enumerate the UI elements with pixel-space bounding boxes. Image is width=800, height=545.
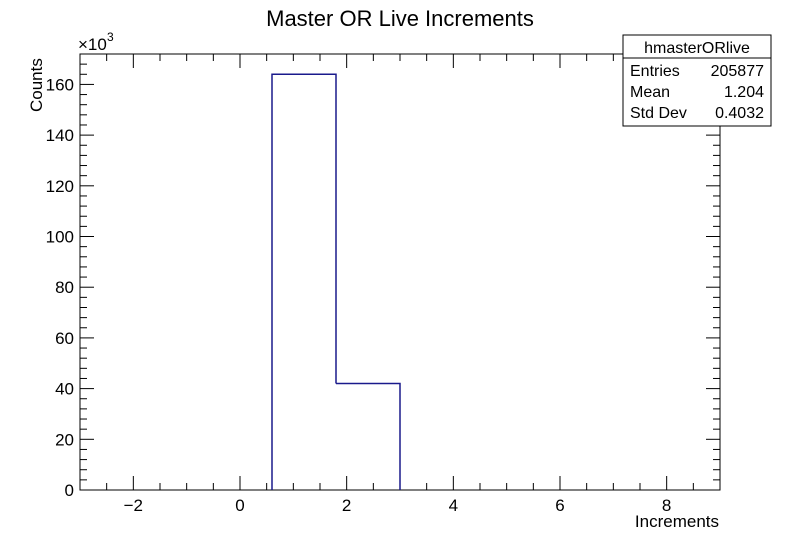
y-tick-label: 40 — [55, 380, 74, 399]
y-multiplier-exponent: 3 — [107, 30, 114, 44]
y-tick-label: 80 — [55, 278, 74, 297]
y-tick-label: 120 — [46, 177, 74, 196]
x-tick-label: 2 — [342, 496, 351, 515]
stats-label-stddev: Std Dev — [630, 105, 687, 122]
x-tick-label: −2 — [124, 496, 143, 515]
y-tick-label: 0 — [65, 481, 74, 500]
y-tick-label: 140 — [46, 126, 74, 145]
histogram-bin — [336, 382, 401, 490]
y-multiplier-base: ×10 — [78, 35, 107, 54]
histogram-series — [271, 73, 401, 490]
y-tick-label: 160 — [46, 75, 74, 94]
x-tick-label: 6 — [555, 496, 564, 515]
chart-title: Master OR Live Increments — [266, 6, 534, 31]
x-axis-title: Increments — [635, 512, 719, 531]
stats-value-entries: 205877 — [711, 63, 764, 80]
x-tick-labels: −2 0 2 4 6 8 — [124, 496, 672, 515]
y-axis-title: Counts — [27, 58, 46, 112]
stats-value-stddev: 0.4032 — [715, 105, 764, 122]
y-tick-label: 100 — [46, 228, 74, 247]
y-tick-label: 20 — [55, 430, 74, 449]
stats-value-mean: 1.204 — [724, 84, 764, 101]
stats-box-frame — [622, 34, 772, 127]
y-tick-label: 60 — [55, 329, 74, 348]
stats-label-mean: Mean — [630, 84, 670, 101]
stats-box: hmasterORlive Entries 205877 Mean 1.204 … — [622, 34, 772, 127]
stats-label-entries: Entries — [630, 63, 680, 80]
x-tick-label: 4 — [449, 496, 458, 515]
y-multiplier: ×10 3 — [78, 30, 114, 54]
x-tick-label: 8 — [662, 496, 671, 515]
histogram-bin — [271, 73, 337, 490]
y-tick-labels: 0 20 40 60 80 100 120 140 160 — [46, 75, 74, 500]
stats-box-name: hmasterORlive — [644, 40, 750, 57]
x-tick-label: 0 — [235, 496, 244, 515]
